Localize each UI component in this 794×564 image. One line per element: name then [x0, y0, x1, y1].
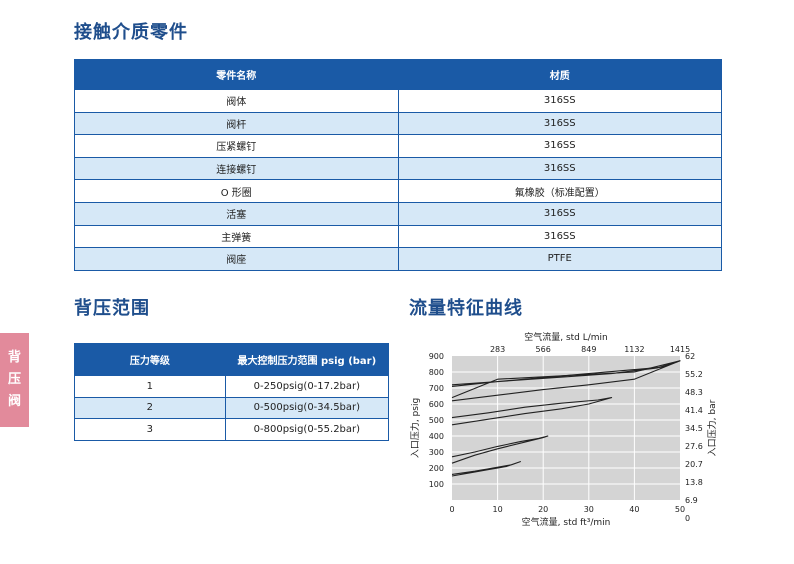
y-tick-label: 800 [429, 368, 444, 377]
y-right-tick-label: 20.7 [685, 460, 703, 469]
table-cell: 0-800psig(0-55.2bar) [224, 418, 390, 441]
y-tick-label: 400 [429, 432, 444, 441]
table-row: 压紧螺钉 316SS [74, 134, 722, 158]
table-row: 阀体 316SS [74, 89, 722, 113]
table-cell: 压紧螺钉 [74, 134, 399, 158]
section-title-back-pressure: 背压范围 [74, 298, 150, 319]
y-right-tick-label: 62 [685, 352, 695, 361]
y-tick-label: 900 [429, 352, 444, 361]
table-cell: O 形圈 [74, 179, 399, 203]
table-cell: PTFE [397, 247, 722, 271]
table-cell: 活塞 [74, 201, 399, 226]
y-tick-label: 600 [429, 400, 444, 409]
x-top-tick-label: 566 [536, 345, 551, 354]
x-top-tick-label: 849 [581, 345, 596, 354]
table-header-row: 压力等级 最大控制压力范围 psig (bar) [74, 343, 390, 376]
table-cell: 316SS [397, 111, 722, 136]
y-right-tick-label: 13.8 [685, 478, 703, 487]
x-tick-label: 40 [629, 505, 639, 514]
table-row: O 形圈 氟橡胶（标准配置） [74, 179, 722, 203]
table-cell: 连接螺钉 [74, 156, 399, 181]
x-tick-label: 30 [584, 505, 594, 514]
side-tab-char: 背 [7, 350, 21, 365]
table-cell: 316SS [397, 224, 722, 249]
y-tick-label: 100 [429, 480, 444, 489]
table-header-row: 零件名称 材质 [74, 59, 722, 90]
side-tab: 背 压 阀 [0, 333, 29, 427]
plot-area [452, 356, 680, 500]
side-tab-char: 压 [7, 372, 21, 387]
x-top-tick-label: 283 [490, 345, 505, 354]
x-tick-label: 0 [449, 505, 454, 514]
x-top-tick-label: 1415 [670, 345, 690, 354]
table-cell: 0-250psig(0-17.2bar) [224, 375, 390, 398]
section-title-flow-curve: 流量特征曲线 [409, 298, 523, 319]
table-cell: 316SS [397, 134, 722, 158]
column-header: 最大控制压力范围 psig (bar) [224, 343, 390, 376]
side-tab-char: 阀 [7, 394, 21, 409]
table-cell: 阀杆 [74, 111, 399, 136]
table-cell: 2 [74, 396, 226, 419]
table-cell: 316SS [397, 89, 722, 113]
x-tick-label: 50 [675, 505, 685, 514]
table-cell: 0-500psig(0-34.5bar) [224, 396, 390, 419]
table-cell: 氟橡胶（标准配置） [397, 179, 722, 203]
y-tick-label: 200 [429, 464, 444, 473]
series-line-2 [451, 360, 681, 402]
y-axis-label: 入口压力, psig [409, 398, 421, 458]
table-row: 3 0-800psig(0-55.2bar) [74, 418, 390, 441]
y-right-tick-label: 55.2 [685, 370, 703, 379]
y-right-tick-label: 48.3 [685, 388, 703, 397]
table-cell: 主弹簧 [74, 224, 399, 249]
y-tick-label: 700 [429, 384, 444, 393]
x-axis-label: 空气流量, std ft³/min [522, 516, 611, 528]
table-row: 连接螺钉 316SS [74, 156, 722, 181]
y-right-tick-label: 0 [685, 514, 690, 523]
table-cell: 阀座 [74, 247, 399, 271]
pressure-range-table: 压力等级 最大控制压力范围 psig (bar) 1 0-250psig(0-17… [74, 343, 390, 441]
x-top-tick-label: 1132 [624, 345, 644, 354]
y-right-tick-label: 27.6 [685, 442, 703, 451]
column-header: 压力等级 [74, 343, 226, 376]
y-tick-label: 300 [429, 448, 444, 457]
table-cell: 316SS [397, 201, 722, 226]
table-row: 阀座 PTFE [74, 247, 722, 271]
flow-characteristic-chart: 0 10 20 30 40 50 100 200 300 400 500 600 700 800 900 28… [409, 331, 718, 528]
series-line-4 [451, 435, 549, 464]
y-right-tick-label: 6.9 [685, 496, 698, 505]
table-row: 活塞 316SS [74, 201, 722, 226]
table-cell: 3 [74, 418, 226, 441]
series-line-3 [451, 397, 613, 426]
table-row: 主弹簧 316SS [74, 224, 722, 249]
y-right-axis-label: 入口压力, bar [706, 399, 718, 456]
column-header: 材质 [397, 59, 722, 90]
table-row: 2 0-500psig(0-34.5bar) [74, 396, 390, 419]
parts-table: 零件名称 材质 阀体 316SS 阀杆 316SS 压紧螺钉 316SS 连接螺钉 316SS… [74, 59, 722, 271]
table-row: 1 0-250psig(0-17.2bar) [74, 375, 390, 398]
x-tick-label: 10 [493, 505, 503, 514]
column-header: 零件名称 [74, 59, 399, 90]
x-top-axis-label: 空气流量, std L/min [524, 331, 608, 343]
table-row: 阀杆 316SS [74, 111, 722, 136]
table-cell: 316SS [397, 156, 722, 181]
section-title-parts: 接触介质零件 [74, 22, 188, 43]
y-right-tick-label: 34.5 [685, 424, 703, 433]
x-tick-label: 20 [538, 505, 548, 514]
series-line-5 [451, 461, 521, 477]
table-cell: 阀体 [74, 89, 399, 113]
y-tick-label: 500 [429, 416, 444, 425]
y-right-tick-label: 41.4 [685, 406, 703, 415]
table-cell: 1 [74, 375, 226, 398]
